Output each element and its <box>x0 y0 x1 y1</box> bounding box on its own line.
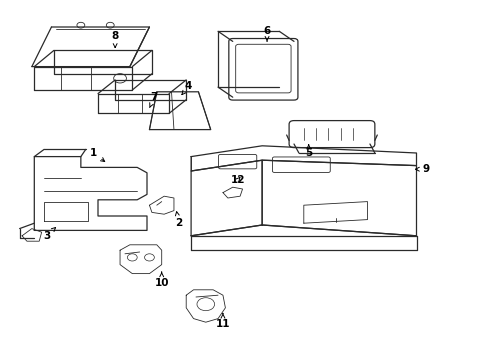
Text: 5: 5 <box>305 145 312 158</box>
Text: 4: 4 <box>182 81 193 95</box>
Text: 12: 12 <box>230 175 245 185</box>
Text: 1: 1 <box>90 148 105 162</box>
Text: 9: 9 <box>416 164 430 174</box>
Text: 3: 3 <box>43 228 55 241</box>
Text: 8: 8 <box>112 31 119 48</box>
Text: 7: 7 <box>149 92 158 108</box>
Text: 2: 2 <box>175 212 182 228</box>
Text: 11: 11 <box>216 314 230 329</box>
Text: 10: 10 <box>154 272 169 288</box>
Text: 6: 6 <box>264 26 270 41</box>
